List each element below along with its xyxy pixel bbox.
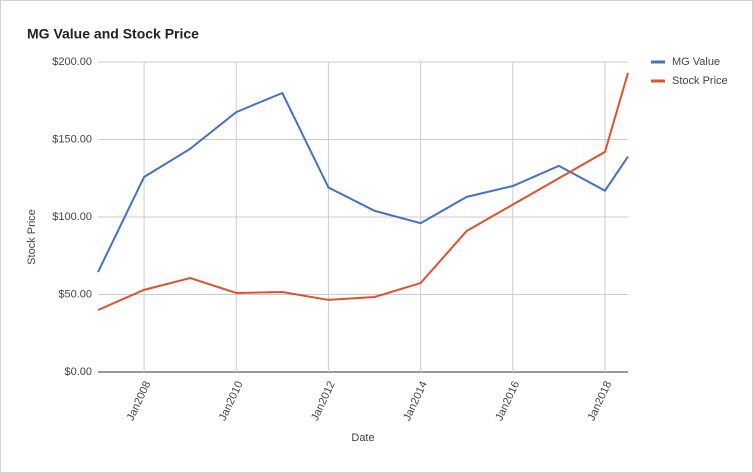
y-tick-label: $0.00 <box>64 366 92 378</box>
y-tick-label: $100.00 <box>52 211 92 223</box>
legend-label: MG Value <box>672 56 720 68</box>
y-tick-label: $200.00 <box>52 56 92 68</box>
y-axis-label: Stock Price <box>26 209 38 265</box>
x-axis-label: Date <box>351 432 374 444</box>
legend-label: Stock Price <box>672 75 728 87</box>
y-tick-label: $50.00 <box>58 288 92 300</box>
chart-title: MG Value and Stock Price <box>27 26 199 42</box>
y-tick-label: $150.00 <box>52 133 92 145</box>
series-line <box>97 91 629 273</box>
series-line <box>97 72 629 311</box>
